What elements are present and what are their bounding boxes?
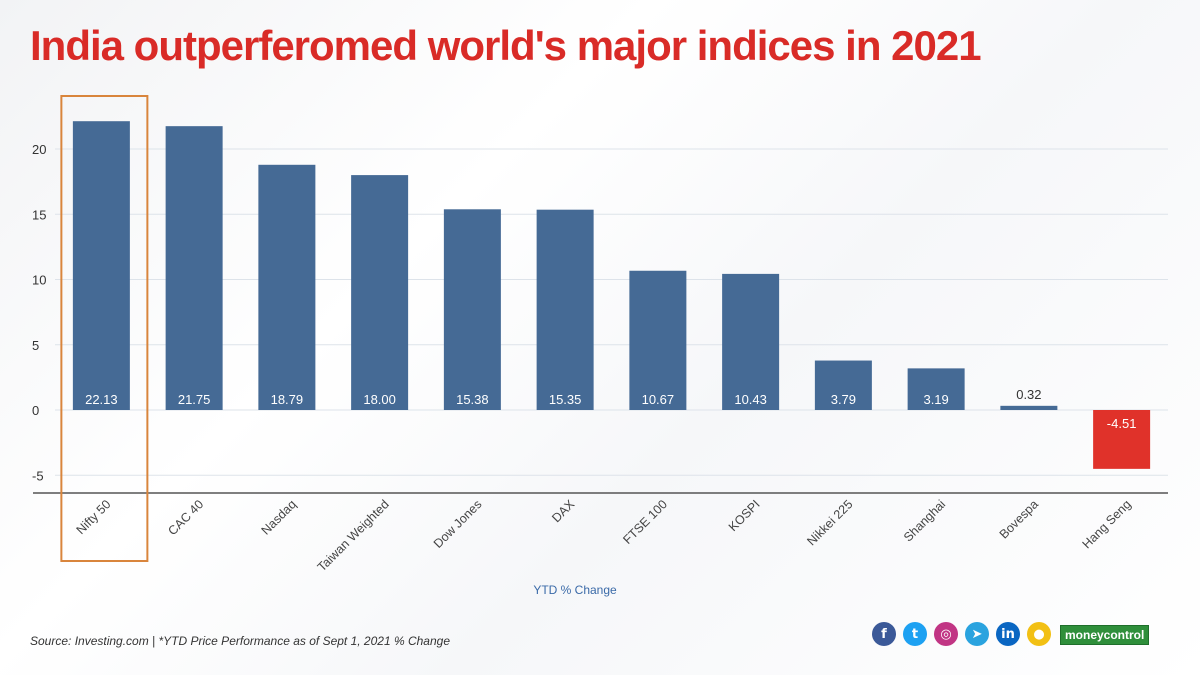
x-tick-label: Nifty 50 (74, 497, 114, 537)
y-tick-label: 0 (32, 403, 39, 418)
data-label: 3.19 (923, 392, 948, 407)
x-tick-label: Dow Jones (431, 497, 485, 551)
bar (1000, 405, 1058, 410)
bar (536, 209, 594, 410)
source-note: Source: Investing.com | *YTD Price Perfo… (30, 634, 450, 648)
social-icons: f t ◎ ➤ in ● (872, 622, 1051, 646)
bar (1093, 410, 1151, 469)
x-tick-label: Taiwan Weighted (315, 497, 392, 574)
highlight-box (60, 95, 149, 562)
telegram-icon[interactable]: ➤ (965, 622, 989, 646)
y-tick-label: 10 (32, 273, 46, 288)
facebook-icon[interactable]: f (872, 622, 896, 646)
data-label: -4.51 (1107, 416, 1137, 431)
bar (443, 209, 501, 410)
bar (907, 368, 965, 410)
data-label: 18.00 (363, 392, 396, 407)
data-label: 22.13 (85, 392, 118, 407)
bar (258, 164, 316, 410)
x-tick-label: Shanghai (901, 497, 948, 544)
data-label: 10.67 (642, 392, 675, 407)
y-tick-label: 5 (32, 338, 39, 353)
brand-logo: moneycontrol (1060, 625, 1150, 645)
bar (629, 270, 687, 410)
bar (165, 126, 223, 410)
data-label: 15.35 (549, 392, 582, 407)
data-label: 18.79 (271, 392, 304, 407)
x-tick-label: Nikkei 225 (804, 497, 855, 548)
bar (722, 273, 780, 410)
y-tick-label: 20 (32, 142, 46, 157)
x-tick-label: FTSE 100 (620, 497, 670, 547)
instagram-icon[interactable]: ◎ (934, 622, 958, 646)
chart-title: India outperferomed world's major indice… (30, 22, 982, 69)
data-label: 21.75 (178, 392, 211, 407)
y-tick-label: -5 (32, 468, 44, 483)
x-tick-label: Nasdaq (259, 497, 299, 537)
y-tick-label: 15 (32, 207, 46, 222)
linkedin-icon[interactable]: in (996, 622, 1020, 646)
data-label: 0.32 (1016, 387, 1041, 402)
x-axis-label: YTD % Change (533, 583, 617, 597)
x-tick-label: Bovespa (997, 497, 1041, 541)
bar (814, 360, 872, 410)
x-tick-label: CAC 40 (165, 497, 206, 538)
data-label: 15.38 (456, 392, 489, 407)
bar (351, 175, 409, 410)
x-tick-label: Hang Seng (1080, 497, 1134, 551)
koo-icon[interactable]: ● (1027, 622, 1051, 646)
data-label: 10.43 (734, 392, 767, 407)
data-label: 3.79 (831, 392, 856, 407)
x-tick-label: DAX (549, 497, 578, 526)
twitter-icon[interactable]: t (903, 622, 927, 646)
bar (72, 121, 130, 411)
x-tick-label: KOSPI (726, 497, 763, 534)
